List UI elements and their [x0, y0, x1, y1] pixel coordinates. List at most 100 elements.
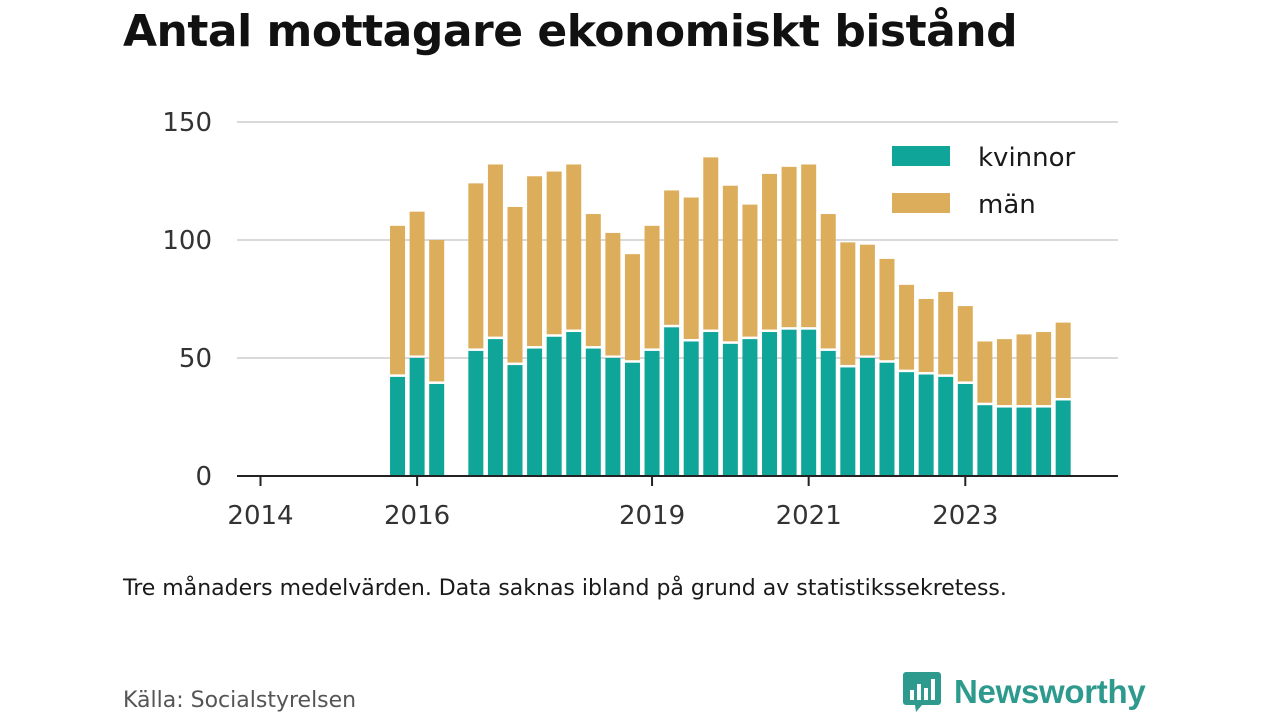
bar-stack — [546, 171, 562, 476]
bar-man — [879, 258, 895, 361]
bar-man — [683, 197, 699, 339]
legend-swatch-man — [892, 193, 950, 213]
bar-stack — [683, 197, 699, 476]
bar-stack — [722, 185, 738, 476]
bar-man — [722, 185, 738, 342]
bar-kvinnor — [918, 374, 934, 476]
bar-stack — [977, 341, 993, 476]
y-tick-label: 50 — [179, 344, 212, 374]
brand-logo[interactable]: Newsworthy — [902, 670, 1146, 714]
bar-kvinnor — [1055, 400, 1071, 476]
bar-man — [1036, 332, 1052, 406]
bar-stack — [664, 190, 680, 476]
bar-stack — [1036, 332, 1052, 476]
bar-kvinnor — [722, 343, 738, 476]
bar-man — [859, 244, 875, 356]
bar-stack — [527, 176, 543, 476]
bar-man — [664, 190, 680, 325]
bar-stack — [879, 258, 895, 476]
bar-kvinnor — [546, 336, 562, 476]
bar-man — [644, 225, 660, 349]
bar-kvinnor — [624, 362, 640, 476]
bar-man — [429, 240, 445, 382]
bar-kvinnor — [644, 350, 660, 476]
bar-man — [507, 206, 523, 363]
bar-man — [605, 232, 621, 356]
bar-stack — [859, 244, 875, 476]
bar-man — [409, 211, 425, 356]
newsworthy-logo-icon — [903, 672, 941, 712]
bar-man — [781, 166, 797, 328]
bar-stack — [487, 164, 503, 476]
bar-kvinnor — [566, 332, 582, 476]
bar-stack — [566, 164, 582, 476]
bar-stack — [1016, 334, 1032, 476]
bar-stack — [742, 204, 758, 476]
x-tick-label: 2016 — [384, 501, 450, 531]
chart-note: Tre månaders medelvärden. Data saknas ib… — [123, 576, 1007, 601]
bar-kvinnor — [487, 339, 503, 476]
bar-kvinnor — [605, 358, 621, 476]
bar-man — [996, 339, 1012, 406]
bar-kvinnor — [1016, 407, 1032, 476]
bar-stack — [585, 214, 601, 476]
bar-stack — [938, 291, 954, 476]
bar-kvinnor — [409, 358, 425, 476]
bar-man — [487, 164, 503, 337]
bar-man — [527, 176, 543, 347]
x-tick-label: 2014 — [227, 501, 293, 531]
bar-man — [390, 225, 406, 375]
bar-kvinnor — [703, 332, 719, 476]
bar-man — [742, 204, 758, 337]
legend-label-man: män — [978, 190, 1036, 220]
bar-kvinnor — [801, 329, 817, 476]
x-tick-label: 2021 — [776, 501, 842, 531]
bar-stack — [507, 206, 523, 476]
source-text: Källa: Socialstyrelsen — [123, 688, 357, 713]
bar-kvinnor — [683, 341, 699, 476]
bar-kvinnor — [840, 367, 856, 476]
bar-kvinnor — [1036, 407, 1052, 476]
bar-man — [840, 242, 856, 365]
bar-man — [468, 183, 484, 349]
bar-stack — [468, 183, 484, 476]
bar-stack — [801, 164, 817, 476]
bar-stack — [429, 240, 445, 476]
legend-label-kvinnor: kvinnor — [978, 143, 1076, 173]
bar-man — [762, 173, 778, 330]
bar-stack — [996, 339, 1012, 476]
bar-kvinnor — [977, 405, 993, 476]
bar-man — [918, 299, 934, 373]
bar-kvinnor — [742, 339, 758, 476]
bar-kvinnor — [468, 350, 484, 476]
y-tick-label: 0 — [195, 462, 212, 492]
bar-kvinnor — [859, 358, 875, 476]
bar-stack — [605, 232, 621, 476]
bar-man — [546, 171, 562, 335]
bar-stack — [899, 284, 915, 476]
bar-kvinnor — [879, 362, 895, 476]
bar-kvinnor — [507, 365, 523, 476]
bar-kvinnor — [957, 383, 973, 476]
axes: 0 50 100 150 2014 2016 2019 2021 2023 — [162, 108, 1118, 531]
bar-kvinnor — [527, 348, 543, 476]
bar-man — [938, 291, 954, 375]
bar-kvinnor — [390, 376, 406, 476]
bar-man — [977, 341, 993, 403]
bar-man — [1016, 334, 1032, 406]
bar-kvinnor — [585, 348, 601, 476]
bar-kvinnor — [996, 407, 1012, 476]
bar-man — [624, 254, 640, 361]
bar-man — [957, 306, 973, 382]
bar-stack — [644, 225, 660, 476]
bar-stack — [1055, 322, 1071, 476]
bars — [390, 157, 1071, 476]
bar-kvinnor — [938, 376, 954, 476]
y-tick-label: 100 — [162, 226, 212, 256]
bar-man — [820, 214, 836, 349]
bar-stack — [820, 214, 836, 476]
bar-kvinnor — [664, 327, 680, 476]
bar-stack — [409, 211, 425, 476]
bar-stack — [781, 166, 797, 476]
bar-man — [585, 214, 601, 347]
